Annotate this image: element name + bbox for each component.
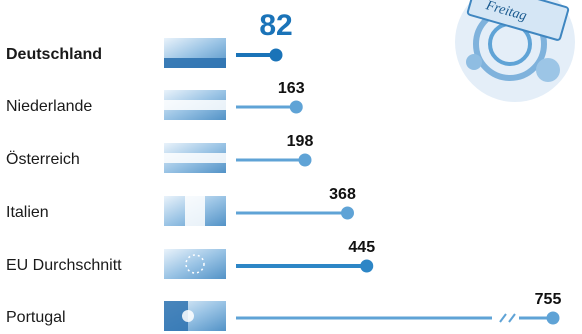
austria-flag-icon xyxy=(164,143,226,173)
row--sterreich: Österreich 198 xyxy=(6,133,313,173)
value-label: 755 xyxy=(535,291,562,308)
country-label: Österreich xyxy=(6,150,80,168)
italy-flag-icon xyxy=(164,196,226,226)
axis-break-mark xyxy=(508,313,516,323)
value-label: 368 xyxy=(329,186,356,203)
row-eu-durchschnitt: EU Durchschnitt 445 xyxy=(6,239,375,279)
country-label: Niederlande xyxy=(6,98,92,115)
data-point xyxy=(360,259,374,273)
value-label: 445 xyxy=(348,239,375,256)
value-label: 163 xyxy=(278,80,305,97)
data-point xyxy=(269,48,283,62)
row-niederlande: Niederlande 163 xyxy=(6,80,305,120)
freitag-newspaper-illustration: Freitag xyxy=(455,0,575,102)
row-deutschland: Deutschland 82 xyxy=(6,9,293,68)
country-label: Deutschland xyxy=(6,46,102,63)
germany-flag-icon xyxy=(164,38,226,68)
country-label: Italien xyxy=(6,204,49,221)
row-italien: Italien 368 xyxy=(6,186,356,226)
value-label: 198 xyxy=(287,133,314,150)
value-label: 82 xyxy=(259,9,292,42)
netherlands-flag-icon xyxy=(164,90,226,120)
data-point xyxy=(298,153,312,167)
portugal-flag-icon xyxy=(164,301,226,331)
country-label: EU Durchschnitt xyxy=(6,257,122,274)
data-point xyxy=(289,100,303,114)
axis-break-mark xyxy=(499,313,507,323)
data-point xyxy=(546,311,560,325)
row-portugal: Portugal 755 xyxy=(6,291,561,331)
country-label: Portugal xyxy=(6,309,66,326)
data-point xyxy=(341,206,354,220)
eu-flag-icon xyxy=(164,249,226,279)
